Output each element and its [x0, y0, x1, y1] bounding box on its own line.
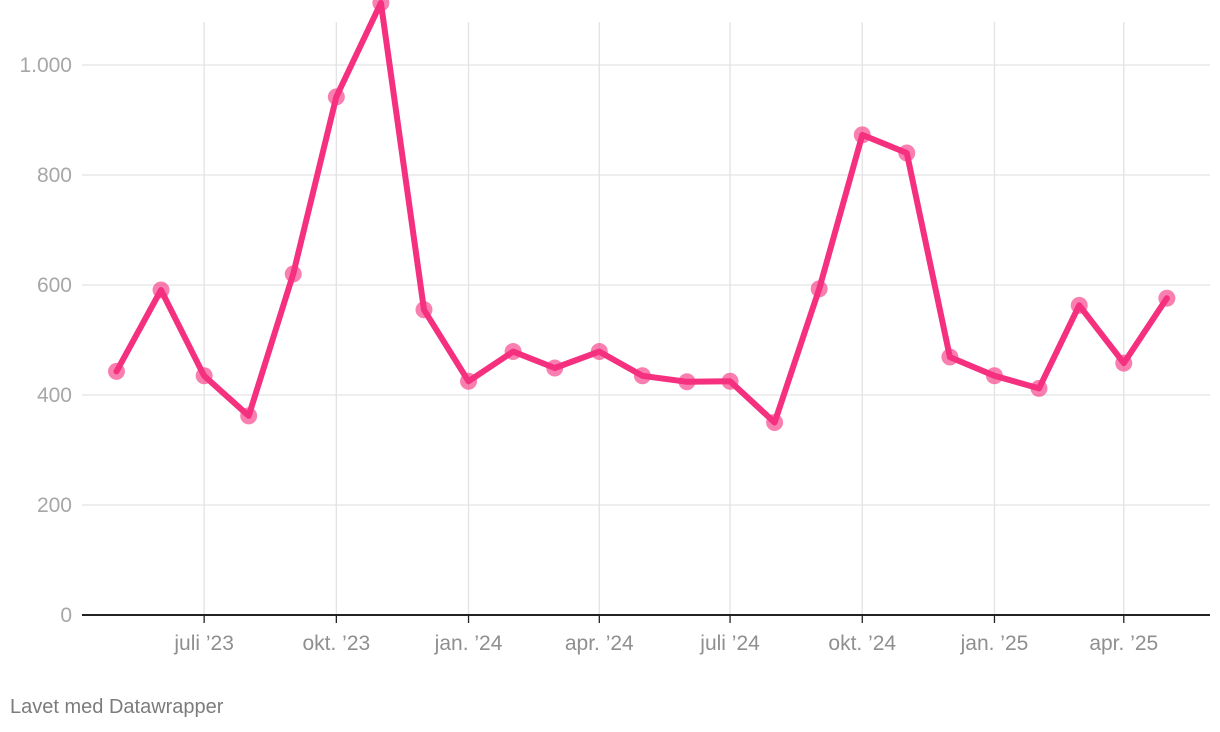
- data-point: [107, 362, 125, 380]
- x-tick-label: okt. ’24: [828, 632, 896, 655]
- data-point: [590, 343, 608, 361]
- credit-text: Lavet med Datawrapper: [10, 696, 224, 718]
- series-line: [113, 0, 1170, 426]
- data-point: [546, 359, 564, 377]
- y-tick-label: 200: [37, 494, 72, 517]
- data-point: [284, 265, 302, 283]
- data-point: [941, 348, 959, 366]
- data-point: [152, 281, 170, 299]
- data-point: [372, 0, 390, 12]
- data-point: [327, 88, 345, 106]
- data-point: [898, 144, 916, 162]
- data-point: [721, 372, 739, 390]
- data-point: [195, 367, 213, 385]
- data-point: [810, 280, 828, 298]
- x-tick-label: jan. ’24: [434, 632, 503, 655]
- x-tick-label: juli ’24: [699, 632, 760, 655]
- data-point: [1158, 289, 1176, 307]
- x-tick-label: apr. ’24: [565, 632, 634, 655]
- data-point: [633, 367, 651, 385]
- data-point: [504, 343, 522, 361]
- data-point: [1030, 379, 1048, 397]
- gridlines: [82, 22, 1210, 615]
- x-tick-label: jan. ’25: [960, 632, 1029, 655]
- data-point: [1115, 354, 1133, 372]
- y-tick-label: 600: [37, 274, 72, 297]
- data-point: [766, 414, 784, 431]
- data-point: [985, 367, 1003, 385]
- data-point: [1070, 296, 1088, 314]
- data-point: [678, 373, 696, 391]
- x-tick-label: juli ’23: [173, 632, 234, 655]
- data-point: [240, 407, 258, 425]
- axes: 0 200 400 600 800 1.000 juli ’23 okt. ’23 jan. ’…: [19, 54, 1210, 655]
- y-tick-label: 400: [37, 384, 72, 407]
- data-point: [415, 301, 433, 319]
- data-point: [460, 372, 478, 390]
- y-tick-label: 800: [37, 164, 72, 187]
- data-point: [853, 126, 871, 144]
- line-chart: 0 200 400 600 800 1.000 juli ’23 okt. ’23 jan. ’…: [19, 0, 1210, 655]
- x-tick-label: okt. ’23: [302, 632, 370, 655]
- y-tick-label: 0: [60, 604, 72, 627]
- series: [107, 0, 1176, 431]
- x-tick-label: apr. ’25: [1089, 632, 1158, 655]
- y-tick-label: 1.000: [19, 54, 72, 77]
